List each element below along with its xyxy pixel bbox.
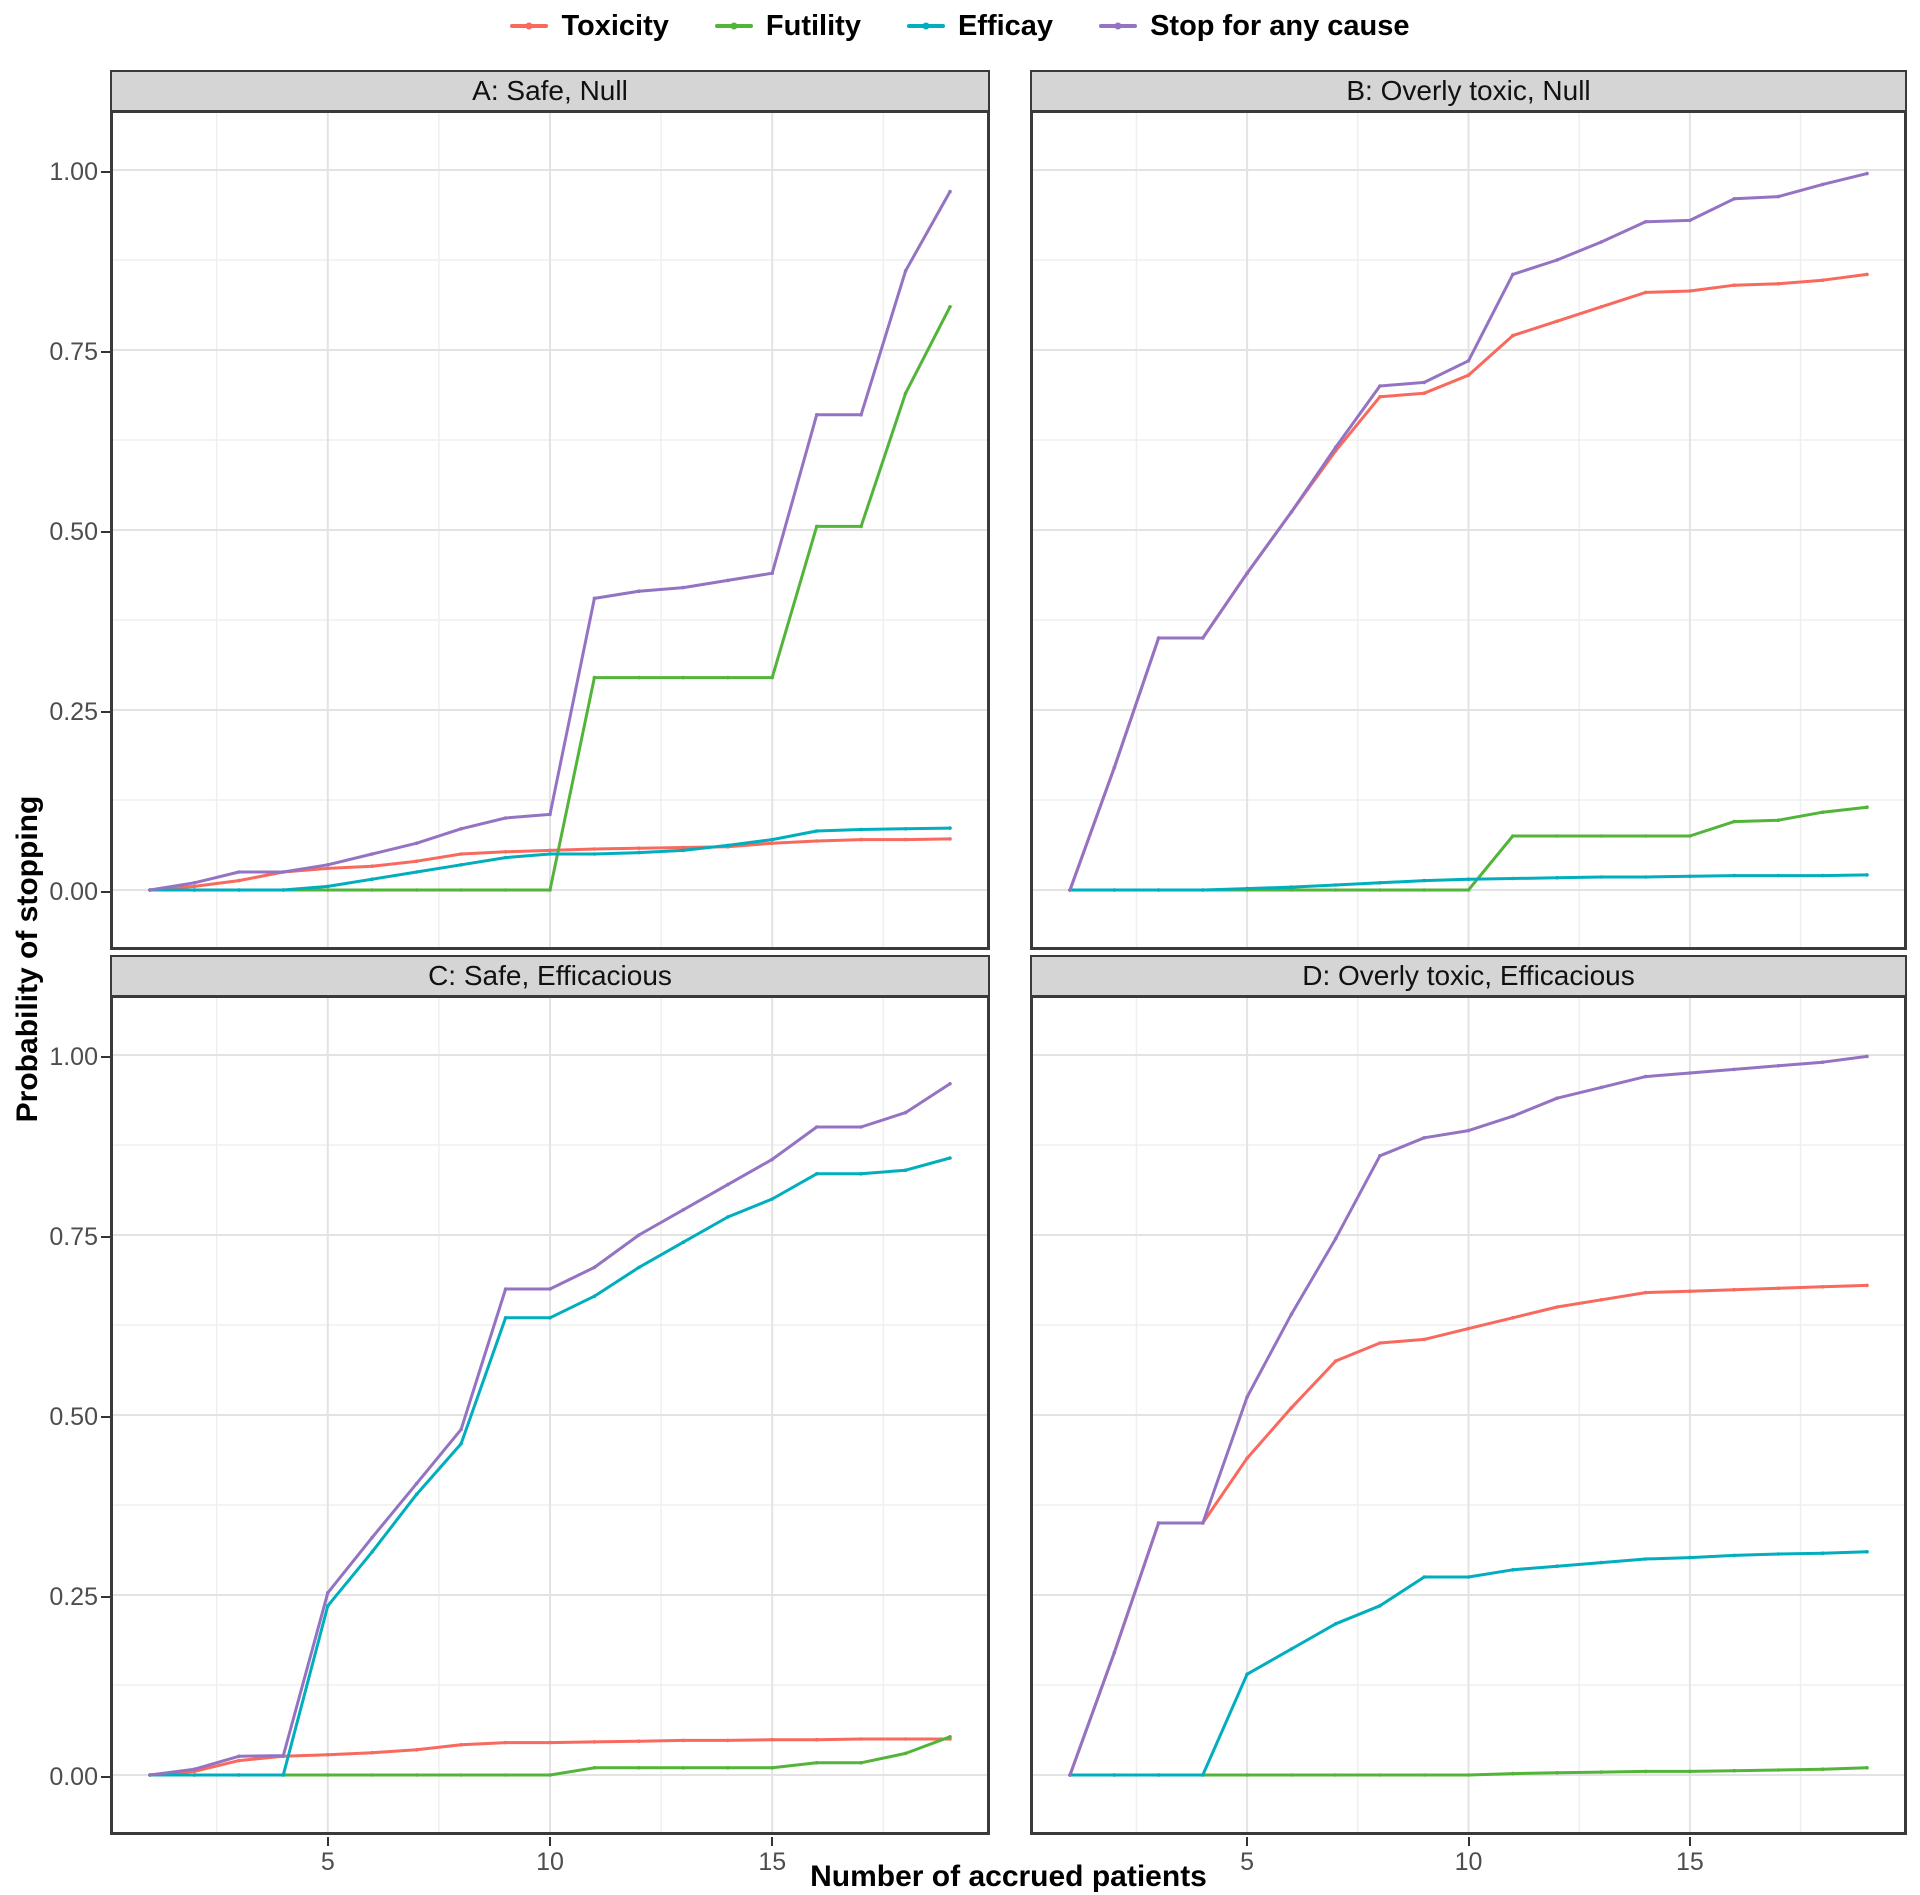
panel-a-plot xyxy=(110,110,990,950)
facet-strip-c: C: Safe, Efficacious xyxy=(110,955,990,995)
y-tick-label: 0.50 xyxy=(49,1403,98,1431)
x-tick-label: 15 xyxy=(1675,1848,1704,1876)
x-tick-label: 10 xyxy=(1454,1848,1483,1876)
x-tick-mark xyxy=(1246,1837,1249,1846)
x-tick-label: 5 xyxy=(1240,1848,1255,1876)
legend-item-futility: Futility xyxy=(714,9,861,42)
facet-strip-b: B: Overly toxic, Null xyxy=(1030,70,1907,110)
y-tick-mark xyxy=(101,1056,110,1058)
x-tick-mark xyxy=(549,1837,551,1846)
legend-key-point-icon xyxy=(730,22,738,30)
y-tick-mark xyxy=(101,1416,110,1418)
x-tick-mark xyxy=(771,1837,774,1846)
y-tick-mark xyxy=(101,351,110,353)
y-tick-mark xyxy=(101,711,110,713)
facet-strip-d: D: Overly toxic, Efficacious xyxy=(1030,955,1907,995)
x-tick-mark xyxy=(326,1837,329,1846)
panel-c-plot xyxy=(110,995,990,1835)
facet-strip-a: A: Safe, Null xyxy=(110,70,990,110)
y-tick-label: 1.00 xyxy=(49,1043,98,1071)
y-tick-label: 0.00 xyxy=(49,1763,98,1791)
facet-panel-d: D: Overly toxic, Efficacious xyxy=(1030,955,1907,1835)
legend-item-stop-for-any-cause: Stop for any cause xyxy=(1099,9,1410,42)
x-tick-mark xyxy=(1688,1837,1691,1846)
legend-label: Efficay xyxy=(957,9,1054,42)
panel-b-plot xyxy=(1030,110,1907,950)
y-tick-label: 0.00 xyxy=(49,878,98,906)
y-tick-mark xyxy=(101,1236,110,1238)
legend-key-line-icon xyxy=(1099,22,1138,30)
x-axis-title: Number of accrued patients xyxy=(810,1860,1207,1893)
legend-item-toxicity: Toxicity xyxy=(510,9,669,42)
facet-panel-c: C: Safe, Efficacious xyxy=(110,955,990,1835)
x-tick-mark xyxy=(1467,1837,1470,1846)
y-tick-mark xyxy=(101,531,110,533)
panel-d-plot xyxy=(1030,995,1907,1835)
legend-key-point-icon xyxy=(922,22,930,30)
x-tick-label: 10 xyxy=(536,1848,564,1876)
legend-key-line-icon xyxy=(510,22,549,30)
legend-key-line-icon xyxy=(714,22,753,30)
y-tick-mark xyxy=(101,1776,110,1778)
y-tick-mark xyxy=(101,171,110,173)
legend-label: Futility xyxy=(765,9,861,42)
y-tick-label: 0.75 xyxy=(49,1223,98,1251)
x-tick-label: 15 xyxy=(758,1848,787,1876)
y-tick-label: 0.25 xyxy=(49,698,98,726)
y-axis-title: Probability of stopping xyxy=(11,795,44,1123)
legend-key-point-icon xyxy=(1114,22,1122,30)
x-tick-label: 5 xyxy=(320,1848,335,1876)
y-tick-label: 0.25 xyxy=(49,1583,98,1611)
y-tick-label: 0.75 xyxy=(49,338,98,366)
legend-label: Toxicity xyxy=(561,9,669,42)
y-tick-mark xyxy=(101,1596,110,1598)
facet-panel-a: A: Safe, Null xyxy=(110,70,990,950)
legend-key-point-icon xyxy=(525,22,533,30)
y-tick-label: 1.00 xyxy=(49,158,98,186)
y-tick-mark xyxy=(101,891,110,893)
facet-panel-b: B: Overly toxic, Null xyxy=(1030,70,1907,950)
legend-label: Stop for any cause xyxy=(1150,9,1410,42)
chart-legend: Toxicity Futility Efficay Stop for any caus… xyxy=(0,0,1920,52)
legend-item-efficay: Efficay xyxy=(906,9,1054,42)
y-tick-label: 0.50 xyxy=(49,518,98,546)
legend-key-line-icon xyxy=(906,22,945,30)
